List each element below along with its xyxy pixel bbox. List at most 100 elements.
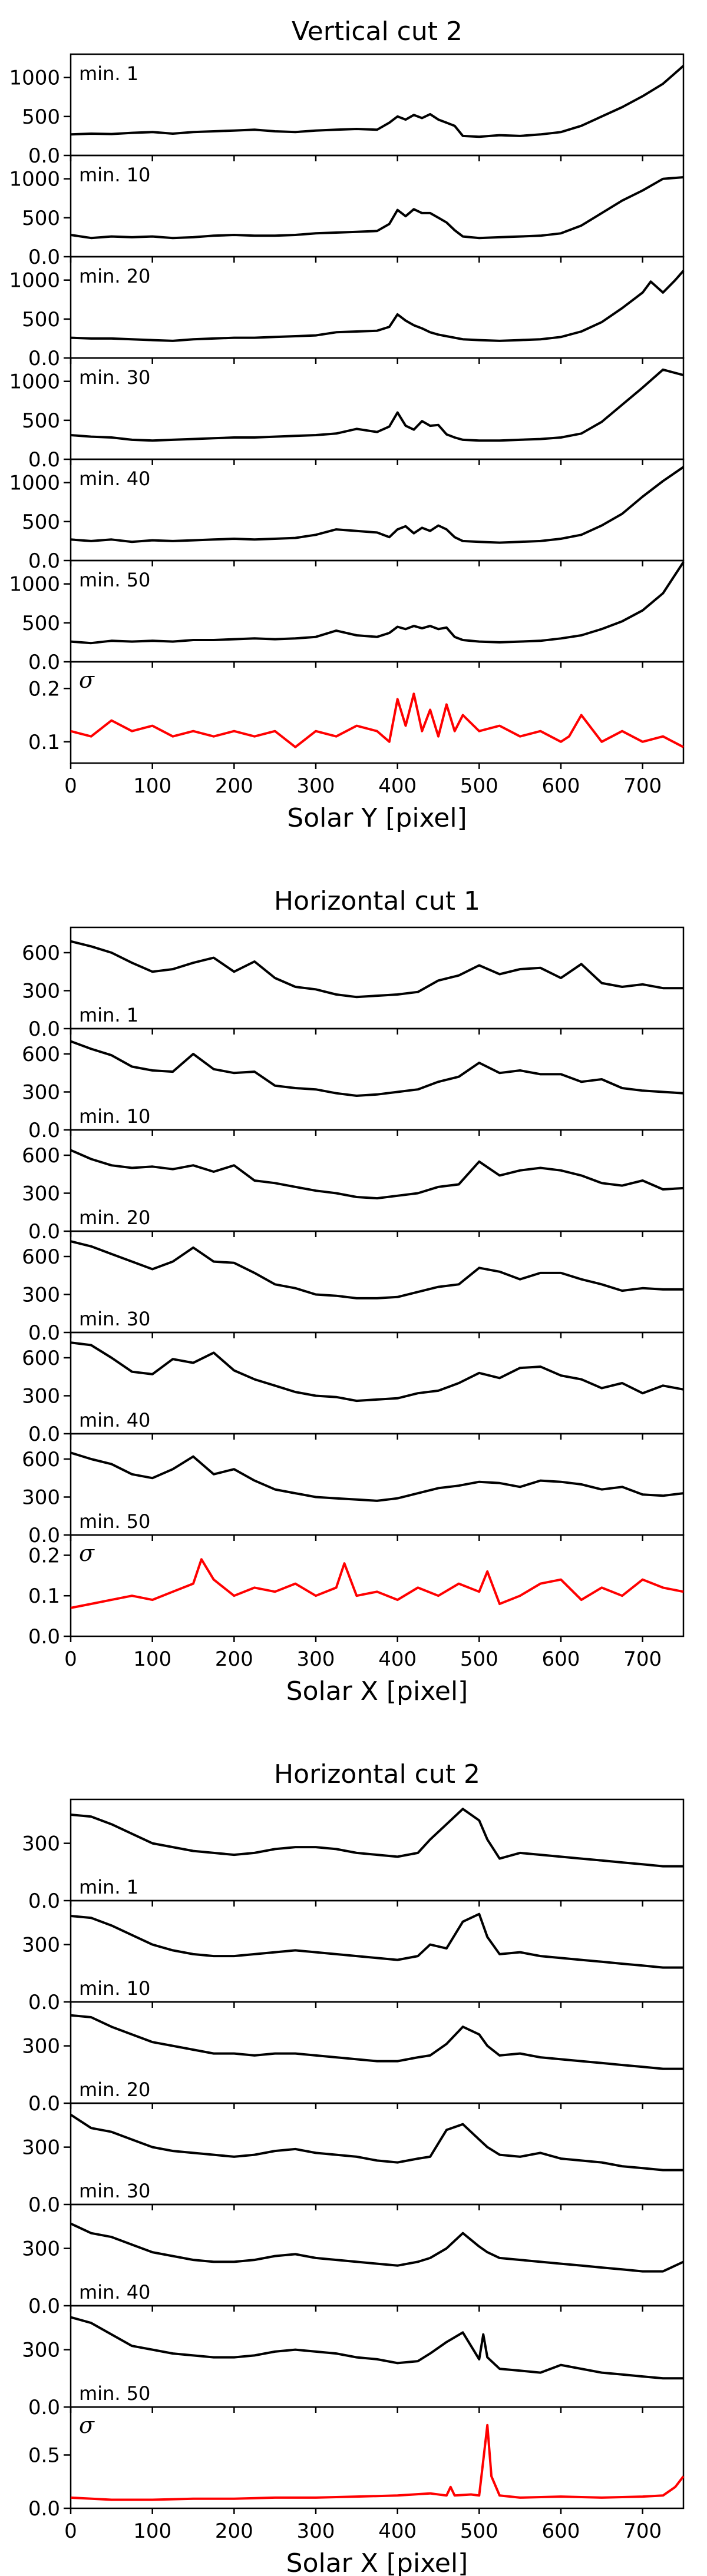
y-tick-label: 0.0 (28, 1119, 60, 1142)
series-line (70, 1240, 683, 1299)
x-tick-label: 500 (460, 1647, 498, 1671)
panel-label: min. 20 (79, 1206, 150, 1229)
y-tick-label: 0.0 (28, 1524, 60, 1547)
series-line (70, 692, 684, 748)
panel-label: min. 1 (79, 62, 138, 85)
y-tick-label: 300 (22, 980, 60, 1003)
y-tick-label: 0.0 (28, 2092, 60, 2116)
y-tick-label: 0.1 (28, 1584, 60, 1608)
y-tick-label: 0.0 (28, 651, 60, 674)
panel-label: min. 10 (79, 1105, 150, 1128)
sigma-label: σ (79, 667, 95, 693)
panel-frame (70, 2406, 685, 2509)
panel-label: min. 10 (79, 164, 150, 186)
panel-label: min. 50 (79, 1510, 150, 1533)
y-tick-label: 0.0 (28, 1889, 60, 1913)
y-tick-label: 0.0 (28, 1321, 60, 1345)
series-line (70, 2316, 683, 2380)
y-tick-label: 0.0 (28, 448, 60, 472)
y-tick-label: 300 (22, 1832, 60, 1856)
y-tick-label: 300 (22, 1182, 60, 1206)
y-tick-label: 600 (22, 1043, 60, 1066)
panel-frame (70, 1798, 685, 1902)
series-line (70, 1808, 683, 1868)
sigma-label: σ (79, 1540, 95, 1566)
panel-frame (70, 1433, 685, 1536)
y-tick-label: 300 (22, 1385, 60, 1408)
panel-frame (70, 154, 685, 258)
x-tick-label: 0 (64, 1647, 77, 1671)
y-tick-label: 0.0 (28, 1220, 60, 1244)
x-tick-label: 600 (542, 1647, 580, 1671)
y-tick-label: 600 (22, 1448, 60, 1471)
y-tick-label: 0.5 (28, 2444, 60, 2467)
x-tick-label: 100 (133, 774, 171, 798)
series-line (70, 1912, 683, 1969)
x-tick-label: 300 (297, 774, 335, 798)
y-tick-label: 0.2 (28, 1544, 60, 1567)
x-tick-label: 400 (378, 2519, 417, 2543)
chart-title: Vertical cut 2 (292, 16, 462, 47)
panel-frame (70, 661, 685, 764)
y-tick-label: 0.1 (28, 731, 60, 754)
y-tick-label: 300 (22, 2237, 60, 2261)
panel-frame (70, 1899, 685, 2003)
series-line (70, 1341, 684, 1403)
x-tick-label: 500 (460, 774, 498, 798)
panel-frame (70, 2305, 685, 2408)
panel-label: min. 1 (79, 1876, 138, 1898)
series-line (70, 2113, 683, 2171)
y-tick-label: 0.0 (28, 2295, 60, 2318)
y-tick-label: 500 (22, 510, 60, 534)
y-tick-label: 0.0 (28, 1017, 60, 1041)
chart-title: Horizontal cut 1 (274, 886, 480, 916)
x-tick-label: 400 (378, 1647, 417, 1671)
panel-label: min. 10 (79, 1977, 150, 2000)
panel-frame (70, 1129, 685, 1232)
panel-frame (70, 256, 685, 359)
y-tick-label: 600 (22, 941, 60, 965)
y-tick-label: 1000 (9, 67, 60, 90)
x-tick-label: 0 (64, 2519, 77, 2543)
y-tick-label: 300 (22, 1284, 60, 1307)
panel-label: min. 30 (79, 1308, 150, 1330)
y-tick-label: 0.0 (28, 144, 60, 168)
y-tick-label: 1000 (9, 573, 60, 596)
y-tick-label: 500 (22, 105, 60, 129)
y-tick-label: 300 (22, 2035, 60, 2058)
x-axis-label: Solar X [pixel] (286, 1676, 468, 1706)
panel-label: min. 20 (79, 2078, 150, 2101)
panel-frame (70, 357, 685, 460)
x-tick-label: 500 (460, 2519, 498, 2543)
y-tick-label: 500 (22, 207, 60, 230)
y-tick-label: 1000 (9, 269, 60, 293)
x-tick-label: 700 (623, 774, 662, 798)
panel-label: min. 1 (79, 1004, 138, 1026)
y-tick-label: 0.0 (28, 1625, 60, 1649)
series-line (70, 176, 684, 240)
x-tick-label: 600 (542, 2519, 580, 2543)
series-line (70, 65, 685, 138)
panel-frame (70, 1027, 685, 1131)
y-tick-label: 600 (22, 1347, 60, 1370)
x-tick-label: 200 (215, 2519, 253, 2543)
x-axis-label: Solar Y [pixel] (287, 803, 467, 833)
panel-label: min. 20 (79, 265, 150, 287)
chart-title: Horizontal cut 2 (274, 1759, 480, 1789)
y-tick-label: 500 (22, 308, 60, 331)
series-line (70, 2424, 685, 2501)
y-tick-label: 500 (22, 409, 60, 433)
y-tick-label: 1000 (9, 168, 60, 191)
y-tick-label: 300 (22, 2339, 60, 2362)
y-tick-label: 0.0 (28, 246, 60, 269)
y-tick-label: 0.0 (28, 1423, 60, 1446)
y-tick-label: 0.0 (28, 549, 60, 573)
series-line (70, 2014, 683, 2070)
y-tick-label: 300 (22, 1934, 60, 1957)
panel-frame (70, 926, 685, 1030)
y-tick-label: 0.0 (28, 2396, 60, 2419)
panel-label: min. 40 (79, 468, 150, 490)
x-tick-label: 700 (623, 1647, 662, 1671)
y-tick-label: 500 (22, 612, 60, 635)
